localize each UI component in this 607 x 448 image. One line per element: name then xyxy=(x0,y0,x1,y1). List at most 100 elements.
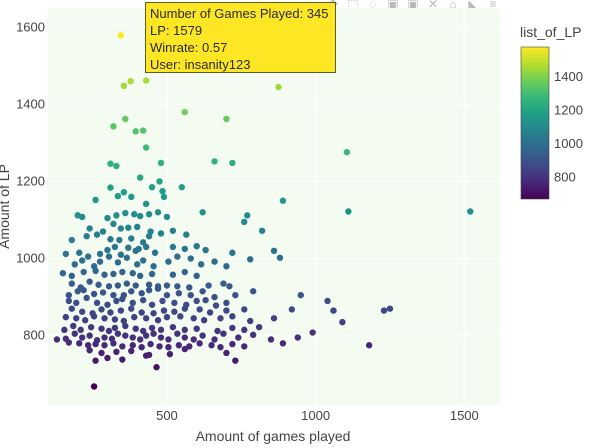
scatter-point xyxy=(145,211,153,218)
scatter-point xyxy=(241,343,248,350)
scatter-point xyxy=(96,258,104,265)
scatter-point xyxy=(223,307,230,314)
scatter-point xyxy=(113,297,120,305)
scatter-point xyxy=(92,340,99,348)
scatter-point xyxy=(105,327,113,335)
scatter-point xyxy=(76,249,83,256)
scatter-point xyxy=(122,332,129,339)
scatter-point xyxy=(98,306,105,313)
scatter-point xyxy=(211,293,218,301)
scatter-point xyxy=(101,342,108,349)
scatter-point xyxy=(145,281,153,288)
scatter-point xyxy=(232,357,239,364)
colorbar xyxy=(520,46,550,200)
y-tick-label: 1200 xyxy=(16,173,45,188)
scatter-point xyxy=(178,184,186,191)
scatter-point xyxy=(223,349,230,357)
scatter-point xyxy=(84,342,92,349)
scatter-point xyxy=(76,340,83,347)
box-select-icon[interactable]: ⬚ xyxy=(347,0,359,11)
scatter-point xyxy=(171,299,178,307)
y-tick-label: 1400 xyxy=(16,96,45,111)
scatter-point xyxy=(154,285,162,292)
scatter-point xyxy=(71,330,78,337)
autoscale-icon[interactable]: ✕ xyxy=(427,0,439,11)
scatter-point xyxy=(169,323,177,331)
scatter-point xyxy=(177,313,184,320)
scatter-point xyxy=(138,290,145,297)
scatter-point xyxy=(181,326,188,334)
scatter-point xyxy=(119,295,126,303)
scatter-point xyxy=(119,268,126,276)
compare-icon[interactable]: ≡ xyxy=(489,0,497,11)
scatter-point xyxy=(309,329,316,336)
scatter-point xyxy=(267,336,275,343)
y-tick-label: 1000 xyxy=(16,251,45,266)
scatter-point xyxy=(117,307,125,314)
scatter-point xyxy=(150,330,157,337)
colorbar-tick-label: 1400 xyxy=(554,69,583,84)
scatter-point xyxy=(175,290,183,297)
scatter-point xyxy=(148,184,156,191)
scatter-point xyxy=(193,243,200,250)
scatter-point xyxy=(101,315,108,322)
lasso-icon[interactable]: ◌ xyxy=(369,0,377,11)
scatter-point xyxy=(114,330,122,337)
scatter-point xyxy=(139,257,147,264)
scatter-point xyxy=(86,225,93,232)
scatter-point xyxy=(104,354,111,362)
zoom-out-icon[interactable]: ▣ xyxy=(407,0,419,11)
scatter-point xyxy=(105,283,113,290)
scatter-point xyxy=(193,325,200,332)
scatter-point xyxy=(131,313,138,321)
scatter-point xyxy=(131,211,138,218)
scatter-point xyxy=(165,336,172,343)
scatter-point xyxy=(217,343,224,351)
scatter-point xyxy=(181,305,188,312)
scatter-point xyxy=(150,310,157,317)
scatter-point xyxy=(145,232,153,240)
spike-icon[interactable]: ◣ xyxy=(468,0,478,11)
scatter-point xyxy=(171,308,178,315)
scatter-point xyxy=(212,302,220,309)
scatter-point xyxy=(132,128,139,135)
scatter-point xyxy=(127,78,134,85)
scatter-point xyxy=(110,220,117,228)
scatter-point xyxy=(101,334,108,341)
scatter-point xyxy=(175,342,183,349)
scatter-point xyxy=(190,336,197,343)
reset-axes-icon[interactable]: ⌂ xyxy=(449,0,457,11)
scatter-point xyxy=(95,281,102,288)
scatter-point xyxy=(59,269,67,277)
scatter-point xyxy=(99,228,107,235)
scatter-point xyxy=(169,243,177,251)
scatter-point xyxy=(120,189,128,196)
scatter-point xyxy=(92,196,99,204)
scatter-point xyxy=(139,327,147,335)
scatter-point xyxy=(181,108,188,116)
scatter-point xyxy=(111,324,119,332)
scatter-point xyxy=(208,342,215,349)
scatter-point xyxy=(117,225,125,232)
scatter-point xyxy=(128,235,135,242)
scatter-point xyxy=(330,307,337,314)
scatter-point xyxy=(129,334,136,341)
scatter-point xyxy=(122,115,129,123)
scatter-point xyxy=(78,213,86,221)
scatter-point xyxy=(123,254,131,261)
scatter-point xyxy=(270,247,278,255)
scatter-point xyxy=(249,288,257,295)
scatter-point xyxy=(279,340,287,347)
scatter-point xyxy=(132,282,139,289)
scatter-point xyxy=(187,291,194,299)
scatter-point xyxy=(200,317,208,324)
scatter-point xyxy=(297,291,304,299)
scatter-point xyxy=(83,232,90,240)
zoom-in-icon[interactable]: ▣ xyxy=(387,0,399,11)
scatter-point xyxy=(229,324,236,332)
scatter-point xyxy=(117,251,125,258)
scatter-point xyxy=(220,280,227,287)
scatter-point xyxy=(151,249,159,256)
scatter-point xyxy=(181,268,188,276)
